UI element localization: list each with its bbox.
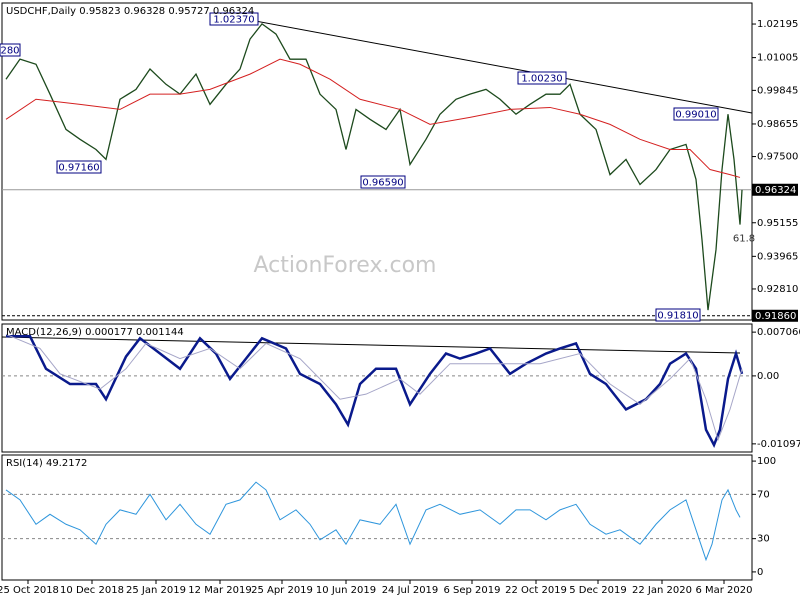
y-tick-label: 0.00 — [757, 371, 779, 382]
annotation-box — [209, 12, 259, 26]
annotation: 280 — [0, 46, 19, 57]
series-line — [5, 22, 743, 311]
y-tick-label: 1.01005 — [757, 53, 798, 64]
y-tick-label: 1.02195 — [757, 19, 798, 30]
panel-frame — [1, 2, 753, 321]
panel-title: RSI(14) 49.2172 — [6, 458, 87, 469]
x-tick-label: 25 Oct 2018 — [0, 585, 59, 596]
y-tick-label: 0.99845 — [757, 85, 798, 96]
annotation: 0.91810 — [657, 311, 698, 322]
price-label-box — [752, 183, 798, 196]
y-tick-label: 0.92810 — [757, 284, 798, 295]
y-tick-label: 70 — [757, 489, 770, 500]
x-tick-label: 24 Jul 2019 — [382, 585, 439, 596]
x-tick-label: 12 Mar 2019 — [188, 585, 251, 596]
x-tick-label: 25 Jan 2019 — [126, 585, 186, 596]
annotation: 0.96590 — [362, 178, 403, 189]
y-tick-label: 0.98655 — [757, 119, 798, 130]
y-tick-label: 0 — [757, 567, 763, 578]
series-line — [5, 333, 743, 442]
series-line — [5, 58, 741, 178]
trend-line — [249, 19, 753, 114]
y-tick-label: 100 — [757, 456, 776, 467]
y-tick-label: 0.007066 — [757, 327, 800, 338]
panel-title: USDCHF,Daily 0.95823 0.96328 0.95727 0.9… — [6, 6, 254, 17]
x-tick-label: 25 Apr 2019 — [251, 585, 313, 596]
x-tick-label: 6 Mar 2020 — [695, 585, 752, 596]
x-tick-label: 5 Dec 2019 — [569, 585, 627, 596]
x-tick-label: 6 Sep 2019 — [443, 585, 500, 596]
x-tick-label: 22 Oct 2019 — [505, 585, 567, 596]
y-tick-label: 0.93965 — [757, 251, 798, 262]
series-line — [6, 335, 744, 448]
annotation-box — [655, 308, 701, 322]
y-tick-label: -0.010975 — [757, 439, 800, 450]
annotation-box — [673, 107, 719, 121]
trend-line — [1, 336, 741, 354]
x-tick-label: 10 Jun 2019 — [316, 585, 376, 596]
y-tick-label: 0.97500 — [757, 152, 798, 163]
y-tick-label: 30 — [757, 534, 770, 545]
panel-frame — [1, 454, 753, 581]
x-tick-label: 22 Jan 2020 — [632, 585, 692, 596]
series-line — [5, 481, 741, 562]
price-label: 0.91860 — [755, 311, 796, 322]
annotation: 0.99010 — [675, 110, 716, 121]
annotation: 1.00230 — [521, 74, 562, 85]
annotation-box — [517, 71, 567, 85]
price-label: 0.96324 — [755, 185, 796, 196]
annotation: 61.8 — [733, 234, 755, 245]
x-tick-label: 10 Dec 2018 — [60, 585, 124, 596]
annotation-box — [360, 175, 406, 189]
price-label-box — [752, 309, 798, 322]
y-tick-label: 0.95155 — [757, 218, 798, 229]
panel-frame — [1, 323, 753, 453]
annotation-box — [56, 160, 102, 174]
panel-title: MACD(12,26,9) 0.000177 0.001144 — [6, 327, 184, 338]
annotation-box — [0, 43, 21, 57]
annotation: 1.02370 — [213, 15, 254, 26]
watermark: ActionForex.com — [254, 253, 437, 278]
annotation: 0.97160 — [58, 163, 99, 174]
